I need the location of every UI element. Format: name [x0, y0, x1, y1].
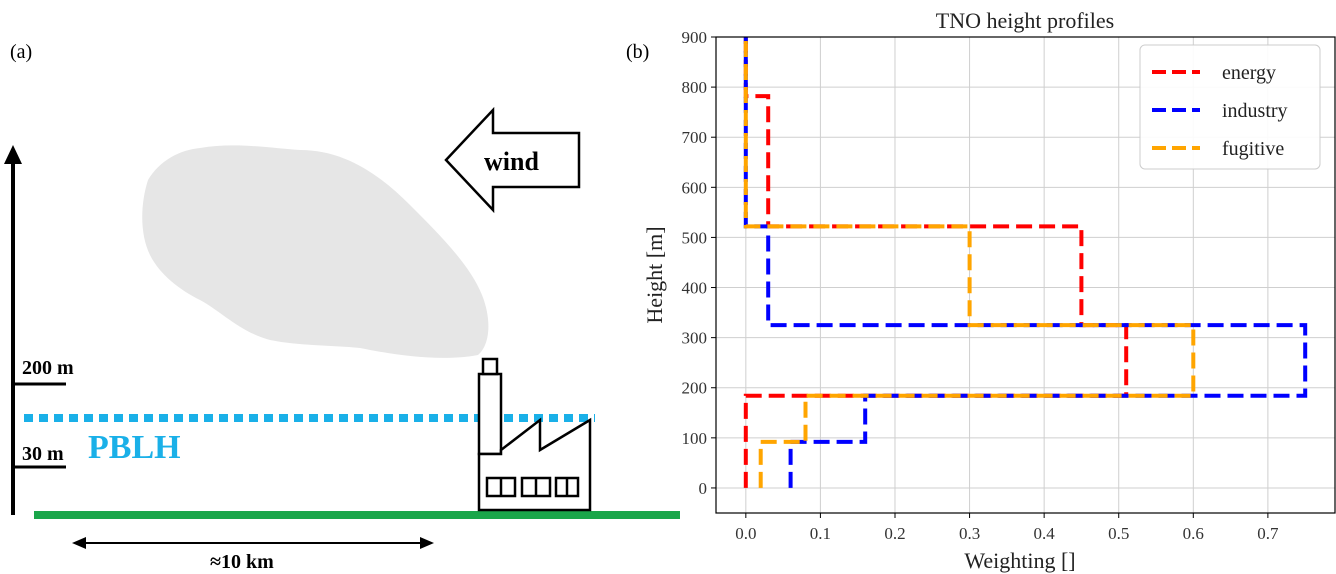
- pblh-label: PBLH: [88, 429, 181, 466]
- y-tick-label: 500: [682, 228, 708, 247]
- wind-arrow-shape: [444, 106, 581, 214]
- legend-energy-label: energy: [1222, 62, 1276, 84]
- distance-label: ≈10 km: [210, 551, 274, 573]
- factory-icon: [477, 357, 592, 512]
- y-tick-label: 600: [682, 178, 708, 197]
- y-tick-label: 100: [682, 429, 708, 448]
- x-tick-label: 0.6: [1183, 524, 1204, 543]
- y-tick-label: 700: [682, 128, 708, 147]
- x-tick-label: 0.7: [1257, 524, 1279, 543]
- series-energy-line: [743, 37, 1129, 488]
- y-ticks: 0 100 200 300 400 500 600 700 800 900: [682, 28, 716, 498]
- legend-box: [1139, 44, 1321, 170]
- x-tick-label: 0.4: [1034, 524, 1056, 543]
- y-tick-label: 200: [682, 379, 708, 398]
- x-ticks: 0.0 0.1 0.2 0.3 0.4 0.5 0.6 0.7: [735, 513, 1279, 543]
- y-axis-label: Height [m]: [642, 226, 667, 323]
- x-tick-label: 0.1: [810, 524, 831, 543]
- y-tick-label: 400: [682, 279, 708, 298]
- legend-industry-label: industry: [1222, 100, 1288, 122]
- legend-items: energy industry fugitive: [1152, 62, 1288, 160]
- chart-panel: (b) TNO height profiles 0.0 0.1 0.2 0.3 0.4 0…: [626, 8, 1336, 573]
- panel-a-label: (a): [10, 41, 32, 63]
- wind-label: wind: [484, 147, 539, 176]
- x-tick-label: 0.5: [1108, 524, 1129, 543]
- height-axis-arrowhead: [4, 145, 22, 164]
- chart-title: TNO height profiles: [936, 8, 1114, 33]
- level-30-label: 30 m: [22, 443, 64, 465]
- x-tick-label: 0.3: [959, 524, 980, 543]
- series-fugitive-line: [743, 37, 1196, 488]
- series-layer: [743, 37, 1308, 488]
- plume-cloud-shape: [142, 145, 489, 358]
- y-tick-label: 900: [682, 28, 708, 47]
- legend: energy industry fugitive: [1139, 44, 1321, 170]
- distance-arrow-right-head: [420, 537, 434, 549]
- level-200-label: 200 m: [22, 357, 74, 379]
- x-tick-label: 0.0: [735, 524, 756, 543]
- x-tick-label: 0.2: [884, 524, 905, 543]
- y-tick-label: 800: [682, 78, 708, 97]
- y-tick-label: 300: [682, 329, 708, 348]
- panel-b-label: (b): [626, 41, 649, 63]
- x-axis-label: Weighting []: [964, 548, 1075, 573]
- distance-arrow-left-head: [72, 537, 86, 549]
- schematic-panel: (a) wind 200 m 30 m PBLH: [4, 41, 680, 573]
- legend-fugitive-label: fugitive: [1222, 138, 1284, 160]
- y-tick-label: 0: [699, 479, 708, 498]
- plot-frame: [715, 36, 1336, 514]
